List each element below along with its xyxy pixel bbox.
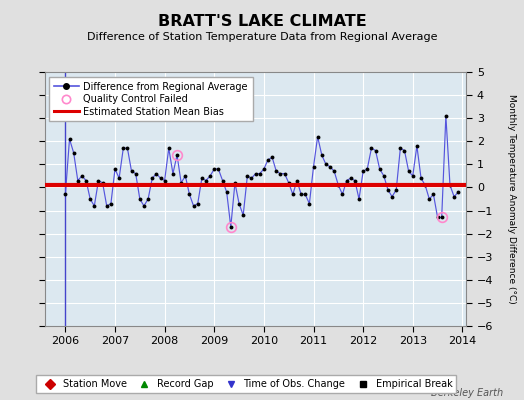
- Text: BRATT'S LAKE CLIMATE: BRATT'S LAKE CLIMATE: [158, 14, 366, 29]
- Legend: Station Move, Record Gap, Time of Obs. Change, Empirical Break: Station Move, Record Gap, Time of Obs. C…: [36, 375, 456, 393]
- Text: Berkeley Earth: Berkeley Earth: [431, 388, 503, 398]
- Y-axis label: Monthly Temperature Anomaly Difference (°C): Monthly Temperature Anomaly Difference (…: [507, 94, 516, 304]
- Legend: Difference from Regional Average, Quality Control Failed, Estimated Station Mean: Difference from Regional Average, Qualit…: [49, 77, 253, 122]
- Text: Difference of Station Temperature Data from Regional Average: Difference of Station Temperature Data f…: [87, 32, 437, 42]
